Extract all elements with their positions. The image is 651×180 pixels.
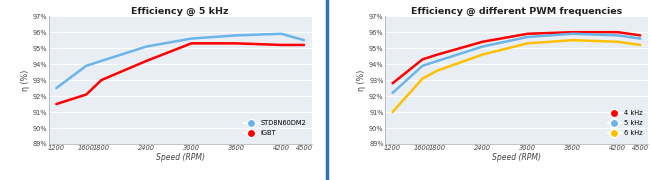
Legend: 4 kHz, 5 kHz, 6 kHz: 4 kHz, 5 kHz, 6 kHz	[606, 108, 644, 138]
Title: Efficiency @ 5 kHz: Efficiency @ 5 kHz	[132, 6, 229, 15]
X-axis label: Speed (RPM): Speed (RPM)	[156, 153, 204, 162]
Legend: STD8N60DM2, IGBT: STD8N60DM2, IGBT	[242, 118, 308, 138]
Y-axis label: η (%): η (%)	[357, 69, 367, 91]
X-axis label: Speed (RPM): Speed (RPM)	[492, 153, 541, 162]
Y-axis label: η (%): η (%)	[21, 69, 30, 91]
Title: Efficiency @ different PWM frequencies: Efficiency @ different PWM frequencies	[411, 6, 622, 15]
